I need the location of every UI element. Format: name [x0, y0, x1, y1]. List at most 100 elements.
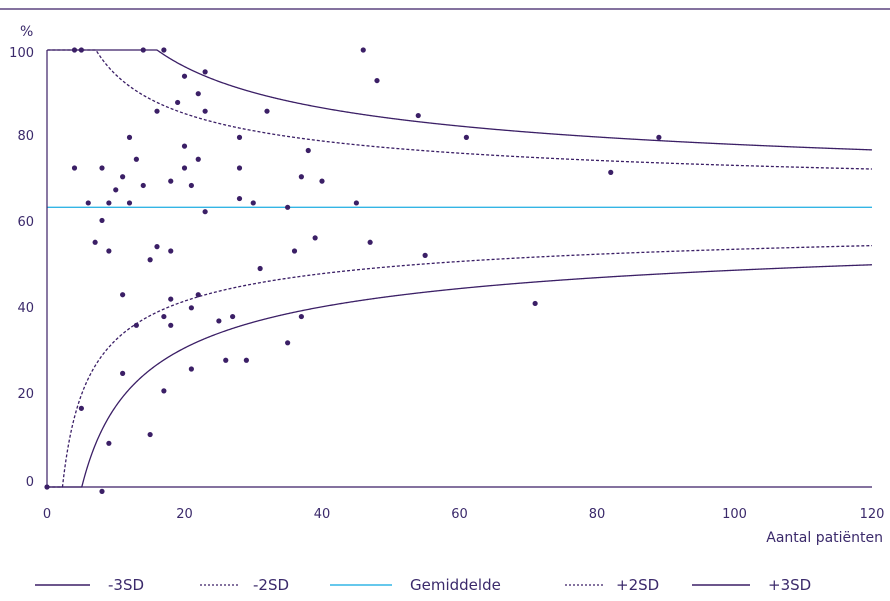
- data-point: [106, 440, 112, 446]
- data-point: [188, 366, 194, 372]
- data-point: [285, 340, 291, 346]
- x-tick-label: 40: [314, 507, 331, 522]
- data-point: [463, 134, 469, 140]
- y-tick-label: 100: [9, 46, 34, 61]
- data-point: [154, 108, 160, 114]
- data-point: [202, 209, 208, 215]
- data-point: [120, 292, 126, 298]
- data-point: [133, 156, 139, 162]
- data-point: [120, 370, 126, 376]
- data-point: [195, 156, 201, 162]
- data-point: [140, 47, 146, 53]
- x-tick-label: 80: [589, 507, 606, 522]
- data-point: [202, 69, 208, 75]
- data-point: [285, 204, 291, 210]
- control-limit-plus2sd: [47, 49, 873, 170]
- x-axis-label: Aantal patiënten: [766, 530, 883, 546]
- x-tick-label: 120: [860, 507, 885, 522]
- data-point: [106, 200, 112, 206]
- data-point: [161, 47, 167, 53]
- y-tick-label: 20: [17, 387, 34, 402]
- control-limit-minus3sd: [47, 264, 873, 488]
- x-tick-label: 20: [176, 507, 193, 522]
- data-point: [202, 108, 208, 114]
- control-limit-minus2sd: [47, 244, 873, 488]
- data-point: [353, 200, 359, 206]
- data-points: [44, 47, 662, 494]
- data-point: [44, 484, 50, 490]
- data-point: [188, 305, 194, 311]
- data-point: [168, 248, 174, 254]
- data-point: [250, 200, 256, 206]
- legend-label-plus3sd: +3SD: [768, 576, 811, 594]
- data-point: [367, 239, 373, 245]
- control-limit-plus3sd: [47, 49, 873, 151]
- data-point: [195, 91, 201, 97]
- data-point: [126, 200, 133, 206]
- data-point: [99, 488, 105, 494]
- data-point: [71, 165, 78, 171]
- data-point: [120, 174, 126, 180]
- data-point: [291, 248, 298, 254]
- data-point: [99, 217, 105, 224]
- legend-label-minus3sd: -3SD: [108, 576, 144, 594]
- data-point: [168, 296, 174, 302]
- y-axis-label: %: [20, 24, 33, 40]
- legend-label-plus2sd: +2SD: [616, 576, 659, 594]
- data-point: [188, 182, 194, 189]
- data-point: [298, 174, 304, 180]
- data-point: [298, 313, 304, 320]
- data-point: [305, 147, 311, 154]
- data-point: [181, 165, 188, 171]
- data-point: [236, 195, 243, 202]
- data-point: [92, 239, 98, 245]
- y-tick-label: 60: [17, 215, 34, 230]
- data-point: [106, 248, 112, 254]
- data-point: [175, 99, 181, 106]
- data-point: [236, 165, 243, 171]
- control-limit-curves: [47, 49, 873, 488]
- legend: -3SD -2SD Gemiddelde +2SD +3SD: [35, 576, 811, 594]
- data-point: [422, 252, 428, 258]
- data-point: [319, 178, 325, 184]
- y-tick-label: 0: [26, 475, 34, 490]
- data-point: [168, 322, 174, 328]
- data-point: [223, 357, 229, 363]
- data-point: [147, 257, 153, 263]
- data-point: [161, 388, 167, 394]
- data-point: [140, 182, 146, 189]
- data-point: [195, 292, 201, 298]
- data-point: [78, 405, 84, 411]
- data-point: [147, 431, 153, 438]
- data-point: [99, 165, 105, 171]
- data-point: [154, 244, 160, 250]
- data-point: [71, 47, 78, 53]
- data-point: [243, 357, 249, 363]
- legend-label-mean: Gemiddelde: [410, 576, 501, 594]
- data-point: [374, 77, 380, 84]
- data-point: [360, 47, 366, 53]
- legend-label-minus2sd: -2SD: [253, 576, 289, 594]
- y-tick-label: 80: [17, 129, 34, 144]
- data-point: [216, 318, 222, 324]
- data-point: [264, 108, 270, 114]
- data-point: [608, 169, 614, 175]
- data-point: [236, 134, 243, 140]
- data-point: [113, 187, 119, 193]
- data-point: [133, 322, 139, 328]
- data-point: [168, 178, 174, 184]
- data-point: [78, 47, 84, 53]
- y-tick-label: 40: [17, 301, 34, 316]
- data-point: [126, 134, 133, 140]
- data-point: [532, 300, 538, 307]
- data-point: [415, 112, 421, 119]
- x-tick-label: 0: [43, 507, 51, 522]
- data-point: [181, 143, 188, 149]
- x-ticks: 0 20 40 60 80 100 120: [43, 507, 885, 522]
- data-point: [312, 235, 318, 241]
- data-point: [161, 313, 167, 320]
- data-point: [85, 200, 91, 206]
- y-ticks: 100 80 60 40 20 0: [9, 46, 34, 490]
- data-point: [230, 313, 236, 320]
